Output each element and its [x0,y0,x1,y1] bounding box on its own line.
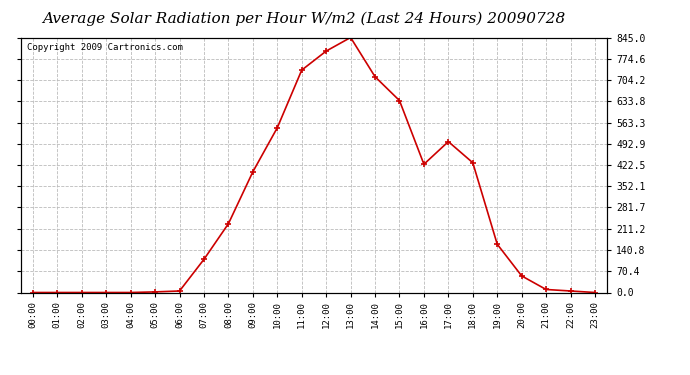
Text: Copyright 2009 Cartronics.com: Copyright 2009 Cartronics.com [26,43,182,52]
Text: Average Solar Radiation per Hour W/m2 (Last 24 Hours) 20090728: Average Solar Radiation per Hour W/m2 (L… [42,11,565,26]
